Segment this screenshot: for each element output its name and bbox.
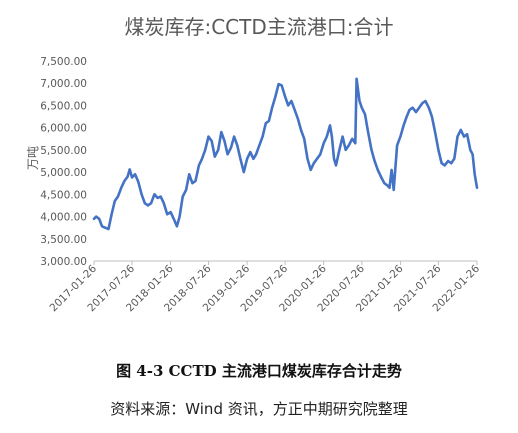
- source-note: 资料来源：Wind 资讯，方正中期研究院整理: [110, 400, 408, 418]
- y-tick-label: 5,500.00: [40, 145, 87, 157]
- y-tick-label: 5,000.00: [40, 167, 87, 179]
- y-tick-label: 4,000.00: [40, 212, 87, 224]
- chart: 煤炭库存:CCTD主流港口:合计 万吨 3,000.00 3,500.00 4,00…: [26, 15, 482, 314]
- y-axis-label: 万吨: [26, 146, 40, 170]
- y-tick-label: 4,500.00: [40, 189, 87, 201]
- y-tick-label: 7,000.00: [40, 78, 87, 90]
- y-tick-label: 6,000.00: [40, 123, 87, 135]
- y-tick-label: 7,500.00: [40, 56, 87, 68]
- series-line: [92, 77, 479, 231]
- chart-title: 煤炭库存:CCTD主流港口:合计: [124, 15, 393, 39]
- y-tick-label: 6,500.00: [40, 100, 87, 112]
- y-tick-label: 3,000.00: [40, 256, 87, 268]
- y-tick-label: 3,500.00: [40, 234, 87, 246]
- plot-area: 3,000.00 3,500.00 4,000.00 4,500.00 5,000.00…: [40, 56, 482, 314]
- figure-caption: 图 4-3 CCTD 主流港口煤炭库存合计走势: [116, 362, 402, 380]
